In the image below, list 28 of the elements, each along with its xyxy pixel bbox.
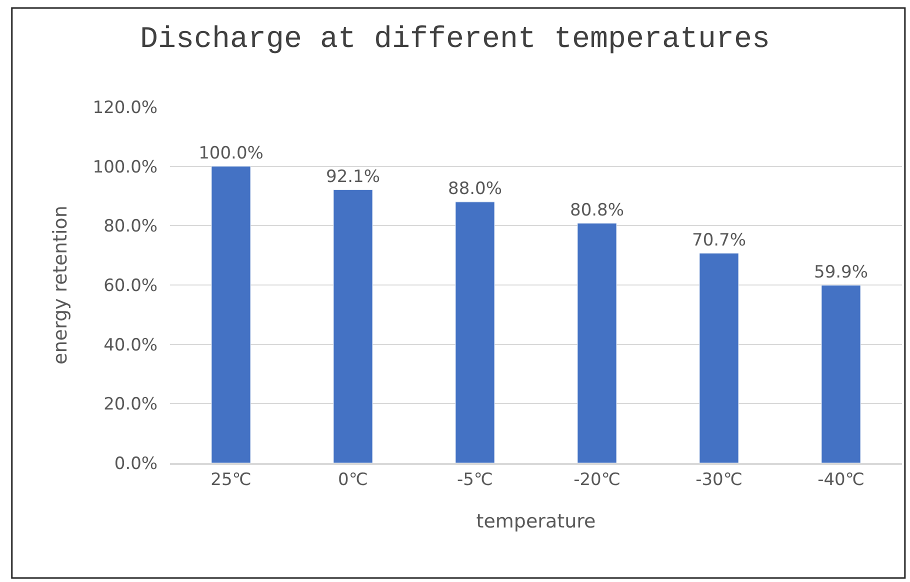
y-tick-label: 40.0% (104, 335, 158, 356)
y-tick-label: 80.0% (104, 216, 158, 237)
x-tick-label: -20℃ (574, 470, 620, 490)
data-label: 92.1% (326, 166, 380, 187)
y-tick-label: 0.0% (114, 454, 158, 474)
chart-title: Discharge at different temperatures (140, 23, 770, 58)
bar (455, 202, 495, 463)
y-tick-label: 20.0% (104, 394, 158, 415)
bar (333, 190, 373, 463)
bar (699, 253, 739, 463)
x-tick-label: -5℃ (456, 470, 494, 490)
y-tick-label: 60.0% (104, 276, 158, 296)
x-tick-label: -30℃ (696, 470, 742, 490)
x-tick-label: 25℃ (210, 470, 252, 490)
data-label: 59.9% (814, 262, 868, 282)
data-label: 80.8% (570, 200, 624, 220)
x-axis-title: temperature (476, 510, 596, 532)
data-label: 100.0% (198, 143, 264, 164)
data-label: 88.0% (448, 178, 502, 199)
bar (821, 285, 861, 463)
bar (211, 166, 251, 463)
bar (577, 223, 617, 463)
y-axis-title: energy retention (50, 206, 72, 364)
y-tick-label: 100.0% (92, 157, 158, 178)
x-tick-label: 0℃ (338, 470, 368, 490)
y-tick-label: 120.0% (92, 98, 158, 118)
x-tick-label: -40℃ (818, 470, 864, 490)
data-label: 70.7% (692, 230, 746, 250)
